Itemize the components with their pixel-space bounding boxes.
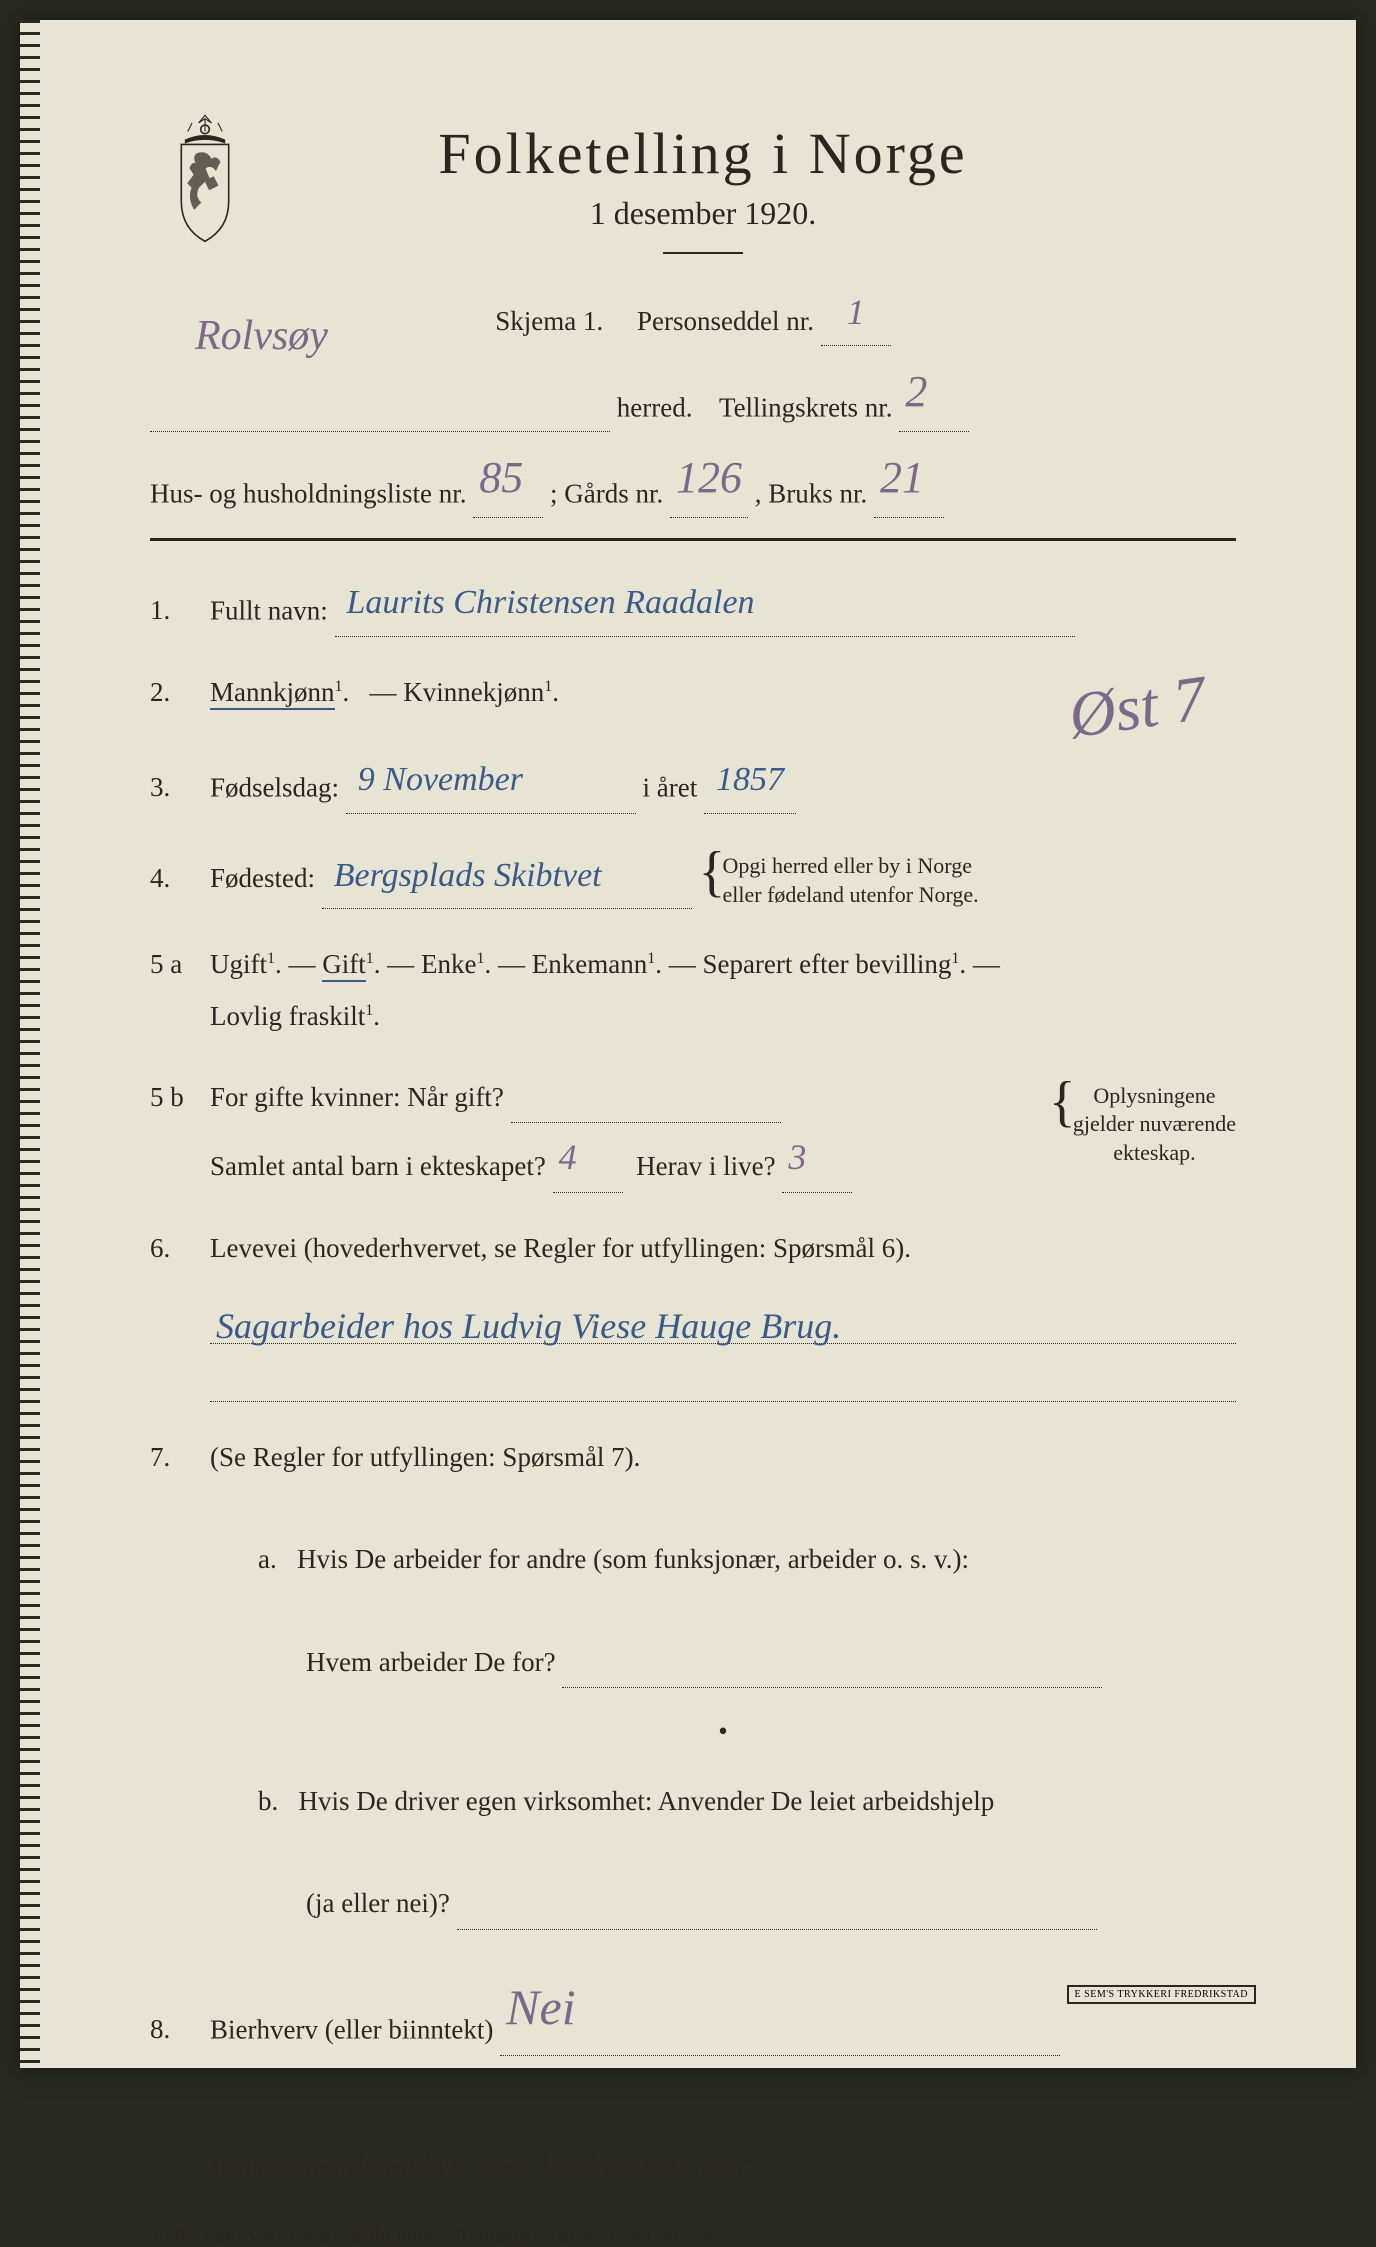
q5b-num: 5 b xyxy=(150,1082,192,1113)
husliste-label: Hus- og husholdningsliste nr. xyxy=(150,479,467,509)
personseddel-value: 1 xyxy=(847,292,865,332)
q3-label: Fødselsdag: xyxy=(210,772,339,802)
q5b-label3: Herav i live? xyxy=(636,1151,775,1181)
q7a-line2: Hvem arbeider De for? xyxy=(306,1647,556,1677)
q7-row: 7. (Se Regler for utfyllingen: Spørsmål … xyxy=(150,1432,1236,1930)
q4-value: Bergsplads Skibtvet xyxy=(328,844,608,909)
bruks-label: , Bruks nr. xyxy=(755,479,868,509)
q5a-gift: Gift xyxy=(322,949,366,982)
q1-row: 1. Fullt navn: Laurits Christensen Raada… xyxy=(150,571,1236,637)
q6-num: 6. xyxy=(150,1233,192,1264)
q1-num: 1. xyxy=(150,595,192,626)
subtitle: 1 desember 1920. xyxy=(280,195,1126,232)
q8-blank-line xyxy=(210,2086,1236,2126)
q4-note: Opgi herred eller by i Norge eller fødel… xyxy=(699,852,979,909)
q5b-live: 3 xyxy=(788,1137,806,1177)
q7a-line1: Hvis De arbeider for andre (som funksjon… xyxy=(297,1544,969,1574)
q5a-separert: Separert efter bevilling xyxy=(702,949,951,979)
skjema-label: Skjema 1. xyxy=(495,306,603,336)
q5a-enkemann: Enkemann xyxy=(532,949,647,979)
q3-row: 3. Fødselsdag: 9 November i året 1857 xyxy=(150,748,1236,814)
personseddel-label: Personseddel nr. xyxy=(637,306,814,336)
q1-value: Laurits Christensen Raadalen xyxy=(341,571,761,636)
main-title: Folketelling i Norge xyxy=(280,120,1126,187)
q4-row: 4. Fødested: Bergsplads Skibtvet Opgi he… xyxy=(150,844,1236,910)
gards-label: ; Gårds nr. xyxy=(550,479,663,509)
footnote-text: 1 Her kan svares ved tydelig understrekn… xyxy=(150,2224,1236,2247)
q6-row: 6. Levevei (hovederhvervet, se Regler fo… xyxy=(150,1223,1236,1274)
herred-line: herred. Tellingskrets nr. 2 xyxy=(150,352,1236,432)
q5b-row: 5 b For gifte kvinner: Når gift? Samlet … xyxy=(150,1072,1236,1193)
q2-mann: Mannkjønn xyxy=(210,677,335,710)
coat-of-arms-icon xyxy=(150,110,260,250)
q2-num: 2. xyxy=(150,677,192,708)
q5a-ugift: Ugift xyxy=(210,949,267,979)
q6-value-line: Sagarbeider hos Ludvig Viese Hauge Brug. xyxy=(210,1304,1236,1344)
q8-value: Nei xyxy=(506,1979,575,2035)
q8-num: 8. xyxy=(150,2014,192,2045)
q3-year-label: i året xyxy=(643,772,698,802)
husliste-line: Hus- og husholdningsliste nr. 85 ; Gårds… xyxy=(150,438,1236,518)
q2-kvinn: — Kvinnekjønn xyxy=(370,677,545,707)
q7b-line2: (ja eller nei)? xyxy=(306,1888,450,1918)
q6-value: Sagarbeider hos Ludvig Viese Hauge Brug. xyxy=(210,1305,847,1347)
q5a-row: 5 a Ugift1. — Gift1. — Enke1. — Enkemann… xyxy=(150,939,1236,1042)
q5b-label1: For gifte kvinner: Når gift? xyxy=(210,1082,504,1112)
q6-blank-line xyxy=(210,1362,1236,1402)
q3-num: 3. xyxy=(150,772,192,803)
census-form-page: Folketelling i Norge 1 desember 1920. Ro… xyxy=(20,20,1356,2068)
title-block: Folketelling i Norge 1 desember 1920. xyxy=(280,110,1236,274)
herred-handwritten: Rolvsøy xyxy=(195,312,328,360)
q4-label: Fødested: xyxy=(210,863,315,893)
tellingskrets-label: Tellingskrets nr. xyxy=(719,392,893,422)
bruks-value: 21 xyxy=(880,453,924,502)
q5a-num: 5 a xyxy=(150,949,192,980)
q7a-num: a. xyxy=(258,1544,277,1574)
herred-label: herred. xyxy=(617,392,693,422)
q1-label: Fullt navn: xyxy=(210,595,328,625)
q5a-enke: Enke xyxy=(421,949,476,979)
q7b-line1: Hvis De driver egen virksomhet: Anvender… xyxy=(299,1786,995,1816)
q3-day: 9 November xyxy=(352,748,529,813)
printer-mark: E SEM'S TRYKKERI FREDRIKSTAD xyxy=(1067,1985,1256,2004)
husliste-value: 85 xyxy=(479,453,523,502)
q7b-num: b. xyxy=(258,1786,278,1816)
q5b-label2: Samlet antal barn i ekteskapet? xyxy=(210,1151,546,1181)
q8-row: 8. Bierhverv (eller biinntekt) Nei xyxy=(150,1960,1236,2056)
q6-label: Levevei (hovederhvervet, se Regler for u… xyxy=(210,1233,911,1263)
q5b-barn: 4 xyxy=(559,1137,577,1177)
divider xyxy=(663,252,743,254)
footnote-rule xyxy=(150,2211,1236,2212)
q3-year: 1857 xyxy=(710,748,790,813)
gards-value: 126 xyxy=(676,453,742,502)
q5a-fraskilt: Lovlig fraskilt xyxy=(210,1001,365,1031)
header: Folketelling i Norge 1 desember 1920. xyxy=(150,110,1236,274)
q4-num: 4. xyxy=(150,863,192,894)
q7-label: (Se Regler for utfyllingen: Spørsmål 7). xyxy=(210,1442,640,1472)
tellingskrets-value: 2 xyxy=(905,367,927,416)
q8-label: Bierhverv (eller biinntekt) xyxy=(210,2014,493,2044)
q8-note: Har man ingen biinntekt av nogen betydni… xyxy=(210,2146,1236,2189)
heavy-rule xyxy=(150,538,1236,541)
q5b-note: Oplysningene gjelder nuværende ekteskap. xyxy=(1049,1082,1236,1168)
q7-num: 7. xyxy=(150,1442,192,1473)
